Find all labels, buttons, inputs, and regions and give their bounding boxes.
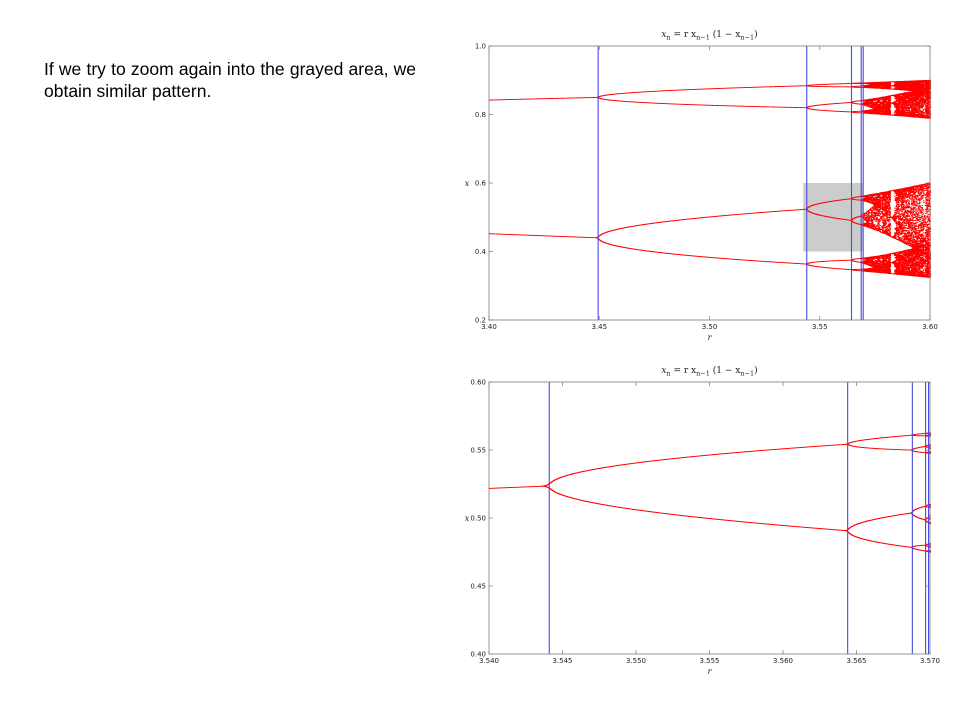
y-tick-label: 0.6 (475, 180, 487, 188)
x-tick-label: 3.55 (812, 323, 828, 331)
x-axis-label: r (708, 667, 713, 676)
x-tick-label: 3.540 (479, 657, 499, 665)
y-tick-label: 0.55 (470, 447, 486, 455)
x-tick-label: 3.50 (702, 323, 718, 331)
chart-title: xn = r xn−1 (1 − xn−1) (661, 365, 757, 378)
bifurcation-chart-zoom: 3.540 3.545 3.550 3.555 3.560 3.565 3.570 0.40 0… (465, 365, 940, 676)
y-tick-label: 0.8 (475, 111, 486, 119)
x-tick-label: 3.565 (846, 657, 866, 665)
y-axis-label: x (465, 179, 470, 188)
x-tick-label: 3.560 (773, 657, 793, 665)
y-tick-label: 0.60 (470, 379, 486, 387)
x-tick-label: 3.570 (920, 657, 940, 665)
y-tick-label: 0.45 (470, 583, 486, 591)
x-tick-label: 3.60 (922, 323, 938, 331)
y-axis-label: x (465, 514, 470, 523)
x-tick-label: 3.545 (552, 657, 572, 665)
chart-title: xn = r xn−1 (1 − xn−1) (661, 29, 757, 42)
y-tick-label: 0.4 (475, 248, 487, 256)
y-tick-label: 0.40 (470, 651, 486, 659)
bifurcation-chart-full: 3.40 3.45 3.50 3.55 3.60 0.2 0.4 0.6 0.8 1.0 r x xn … (465, 29, 938, 342)
x-tick-label: 3.40 (481, 323, 497, 331)
x-tick-label: 3.550 (626, 657, 646, 665)
x-tick-label: 3.555 (699, 657, 719, 665)
y-tick-label: 0.50 (470, 515, 486, 523)
y-tick-label: 0.2 (475, 317, 486, 325)
x-tick-label: 3.45 (591, 323, 607, 331)
y-tick-label: 1.0 (475, 43, 486, 51)
caption-text: If we try to zoom again into the grayed … (44, 59, 416, 101)
x-axis-label: r (708, 333, 713, 342)
bifurcation-lines (597, 46, 864, 320)
